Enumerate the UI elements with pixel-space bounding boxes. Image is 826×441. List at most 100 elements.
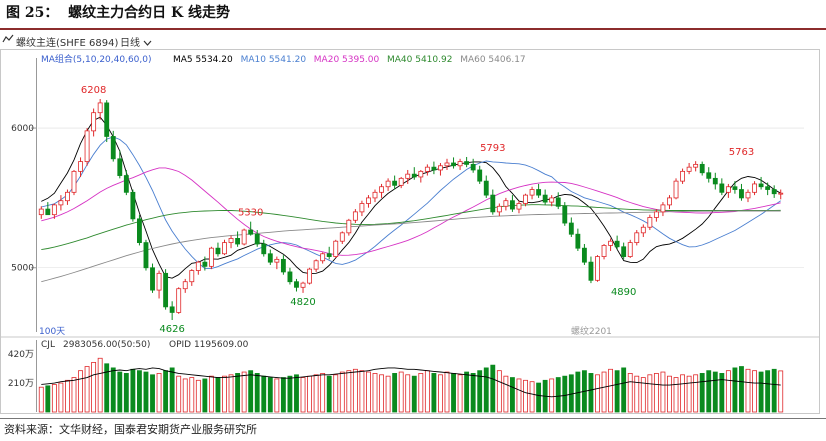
candle-body	[496, 205, 502, 213]
period-label: 日线	[120, 38, 140, 49]
volume-bar	[51, 384, 57, 413]
candle-body	[673, 180, 679, 199]
volume-bar	[156, 373, 162, 413]
volume-bar	[667, 375, 672, 413]
volume-bar	[228, 374, 234, 413]
candle-body	[307, 268, 312, 284]
candle-body	[117, 158, 123, 176]
candle-body	[300, 282, 306, 288]
volume-bar	[45, 385, 51, 413]
candle-body	[510, 200, 515, 210]
volume-bar	[307, 375, 312, 413]
volume-bar	[366, 371, 371, 413]
candle-body	[208, 247, 214, 267]
price-annotation: 5330	[238, 208, 263, 219]
volume-bar	[274, 378, 280, 413]
chart-toolbar: 螺纹主连(SHFE 6894) 日线	[0, 33, 820, 49]
candle-body	[123, 175, 129, 193]
instrument-label[interactable]: 螺纹主连(SHFE 6894)	[16, 38, 119, 49]
volume-bar	[104, 363, 110, 413]
candle-body	[503, 200, 509, 207]
volume-bar	[771, 368, 777, 413]
candle-body	[575, 233, 581, 249]
volume-bar	[739, 366, 744, 413]
volume-bar	[78, 370, 83, 413]
candle-body	[725, 186, 731, 193]
candle-body	[189, 270, 195, 283]
candle-body	[706, 172, 712, 179]
candle-body	[110, 136, 116, 160]
candle-body	[542, 194, 548, 203]
candle-body	[71, 170, 77, 193]
volume-bar	[241, 371, 247, 413]
volume-bar	[379, 374, 384, 413]
volume-bar	[202, 378, 208, 413]
candle-body	[667, 197, 672, 206]
volume-bar	[215, 377, 221, 413]
volume-bar	[444, 371, 450, 413]
title-rule	[0, 28, 826, 30]
volume-bar	[627, 373, 633, 413]
volume-tick-label: 420万	[8, 350, 34, 360]
candle-body	[65, 191, 70, 202]
volume-bar	[503, 375, 509, 413]
volume-bar	[261, 375, 267, 413]
y-tick-label: 5000	[11, 264, 34, 274]
volume-bar	[150, 374, 155, 413]
candle-body	[771, 189, 777, 195]
chart-frame: 5000 6000 MA组合(5,10,20,40,60,0) MA5 5534.20…	[0, 49, 820, 414]
volume-bar	[640, 377, 646, 413]
candle-body	[634, 232, 640, 244]
volume-bar	[634, 375, 640, 413]
price-annotation: 4626	[159, 324, 184, 335]
volume-bar	[195, 379, 201, 413]
candle-body	[444, 162, 450, 167]
volume-bar	[326, 375, 332, 413]
period-dropdown[interactable]: 日线	[120, 34, 152, 49]
volume-bar	[346, 370, 352, 413]
volume-bar	[300, 377, 306, 413]
volume-bar	[523, 379, 528, 413]
volume-bar	[65, 379, 70, 413]
candle-body	[215, 247, 221, 255]
open-interest-line	[41, 367, 781, 398]
candle-body	[202, 261, 208, 267]
candle-body	[411, 173, 417, 178]
volume-bar	[510, 377, 515, 413]
source-rule	[0, 418, 826, 419]
volume-bar	[686, 375, 692, 413]
volume-bar	[490, 364, 496, 413]
candle-body	[699, 163, 705, 174]
volume-bar	[438, 374, 443, 413]
volume-bar	[189, 377, 195, 413]
candle-body	[719, 183, 725, 193]
volume-bar	[680, 374, 685, 413]
volume-bar	[254, 373, 260, 413]
candle-body	[228, 238, 234, 244]
volume-bar	[38, 386, 44, 413]
volume-bar	[267, 377, 273, 413]
volume-bar	[693, 374, 699, 413]
volume-bar	[752, 370, 757, 413]
candle-body	[261, 243, 267, 255]
volume-bar	[621, 367, 627, 413]
volume-bar	[359, 370, 365, 413]
candle-body	[477, 169, 483, 182]
price-annotation: 4890	[611, 287, 636, 298]
candle-body	[424, 166, 430, 172]
chart-mode-icon[interactable]	[2, 33, 14, 48]
candle-body	[516, 203, 522, 210]
candle-body	[529, 189, 535, 196]
candle-body	[372, 191, 378, 199]
candle-body	[38, 208, 44, 216]
source-note: 资料来源：文华财经，国泰君安期货产业服务研究所	[4, 423, 257, 436]
ma-line	[41, 204, 781, 251]
candle-body	[280, 258, 286, 273]
candle-body	[765, 186, 771, 190]
volume-bar	[483, 367, 489, 413]
candle-body	[150, 267, 155, 291]
volume-bar	[333, 374, 339, 413]
candle-body	[385, 180, 391, 188]
legend-group-label: MA组合(5,10,20,40,60,0)	[41, 53, 152, 65]
candle-body	[686, 166, 692, 172]
